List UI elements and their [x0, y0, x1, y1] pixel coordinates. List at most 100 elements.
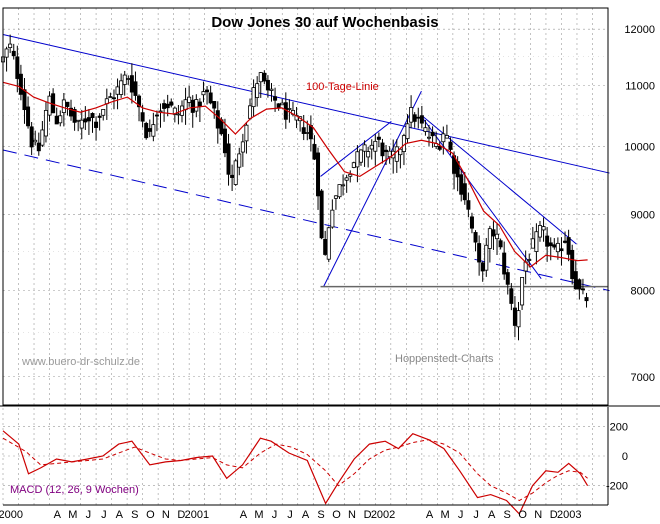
candle-body: [459, 174, 464, 195]
candle-body: [65, 101, 70, 107]
candle-body: [516, 310, 521, 328]
candle-body: [230, 174, 235, 178]
candle-body: [366, 151, 371, 158]
candle-body: [409, 107, 414, 123]
time-tick-label: A: [426, 509, 434, 521]
candle-body: [412, 114, 417, 122]
candle-body: [97, 115, 102, 118]
candle-body: [208, 92, 213, 104]
candle-body: [18, 73, 23, 95]
candle-body: [305, 132, 310, 134]
time-tick-label: D: [364, 509, 372, 521]
trend-line: [421, 116, 542, 279]
time-tick-label: D: [177, 509, 185, 521]
candle-body: [427, 136, 432, 139]
candle-body: [269, 88, 274, 91]
candle-body: [154, 114, 159, 117]
candle-body: [552, 244, 557, 248]
time-tick-label: S: [131, 509, 138, 521]
candle-body: [201, 91, 206, 96]
candle-body: [26, 106, 31, 127]
candle-body: [344, 177, 349, 181]
candle-body: [15, 56, 20, 79]
macd-tick-label: 200: [610, 421, 628, 433]
ma-label: 100-Tage-Linie: [306, 81, 379, 93]
candle-body: [29, 126, 34, 148]
candle-body: [262, 72, 267, 82]
watermark: www.buero-dr-schulz.de: [21, 356, 140, 368]
candle-body: [172, 107, 177, 115]
candle-body: [108, 96, 113, 99]
candle-body: [94, 121, 99, 128]
candle-body: [491, 229, 496, 237]
candle-body: [555, 242, 560, 253]
time-tick-label: N: [348, 509, 356, 521]
candle-body: [251, 87, 256, 108]
candle-body: [358, 149, 363, 163]
candle-body: [376, 136, 381, 140]
candle-body: [33, 139, 38, 143]
time-tick-label: O: [332, 509, 341, 521]
candle-body: [394, 146, 399, 162]
candle-body: [72, 109, 77, 123]
candle-body: [548, 242, 553, 247]
macd-signal-line: [2, 437, 588, 502]
candle-body: [559, 248, 564, 252]
trend-line: [323, 90, 422, 287]
candle-body: [373, 140, 378, 152]
candle-body: [563, 240, 568, 243]
candle-body: [355, 151, 360, 168]
candle-body: [416, 116, 421, 119]
candle-body: [47, 95, 52, 116]
macd-label: MACD (12, 26, 9 Wochen): [10, 484, 139, 496]
candle-body: [362, 144, 367, 152]
candle-body: [79, 119, 84, 129]
candle-body: [570, 249, 575, 279]
price-tick-label: 9000: [631, 210, 655, 222]
candle-body: [573, 271, 578, 290]
candle-body: [333, 195, 338, 199]
candle-body: [54, 115, 59, 125]
time-tick-label: N: [162, 509, 170, 521]
time-tick-label: M: [68, 509, 77, 521]
source-label: Hoppenstedt-Charts: [395, 353, 494, 365]
time-tick-label: D: [550, 509, 558, 521]
candle-body: [341, 184, 346, 187]
candle-body: [441, 133, 446, 143]
candle-body: [162, 103, 167, 109]
candle-body: [190, 99, 195, 113]
candle-body: [151, 124, 156, 137]
time-tick-label: A: [488, 509, 496, 521]
price-tick-label: 10000: [624, 142, 655, 154]
candle-body: [480, 262, 485, 272]
candle-body: [43, 110, 48, 137]
time-tick-label: A: [302, 509, 310, 521]
candle-body: [423, 127, 428, 132]
candle-body: [22, 89, 27, 111]
candle-body: [258, 72, 263, 83]
candle-body: [308, 125, 313, 140]
candle-body: [477, 243, 482, 263]
candle-body: [122, 74, 127, 85]
candle-body: [387, 150, 392, 158]
candle-body: [484, 244, 489, 271]
time-tick-label: A: [54, 509, 62, 521]
candle-body: [584, 297, 589, 302]
candle-body: [248, 105, 253, 119]
candle-body: [312, 144, 317, 160]
candle-body: [11, 50, 16, 57]
candle-body: [444, 135, 449, 139]
candle-body: [101, 108, 106, 116]
candle-body: [126, 78, 131, 80]
candle-body: [83, 118, 88, 123]
trend-line: [2, 149, 610, 292]
candle-body: [509, 288, 514, 304]
candle-body: [405, 123, 410, 139]
trend-line: [2, 34, 610, 174]
time-tick-label: 2003: [557, 509, 581, 521]
candle-body: [380, 142, 385, 157]
candle-body: [473, 232, 478, 243]
